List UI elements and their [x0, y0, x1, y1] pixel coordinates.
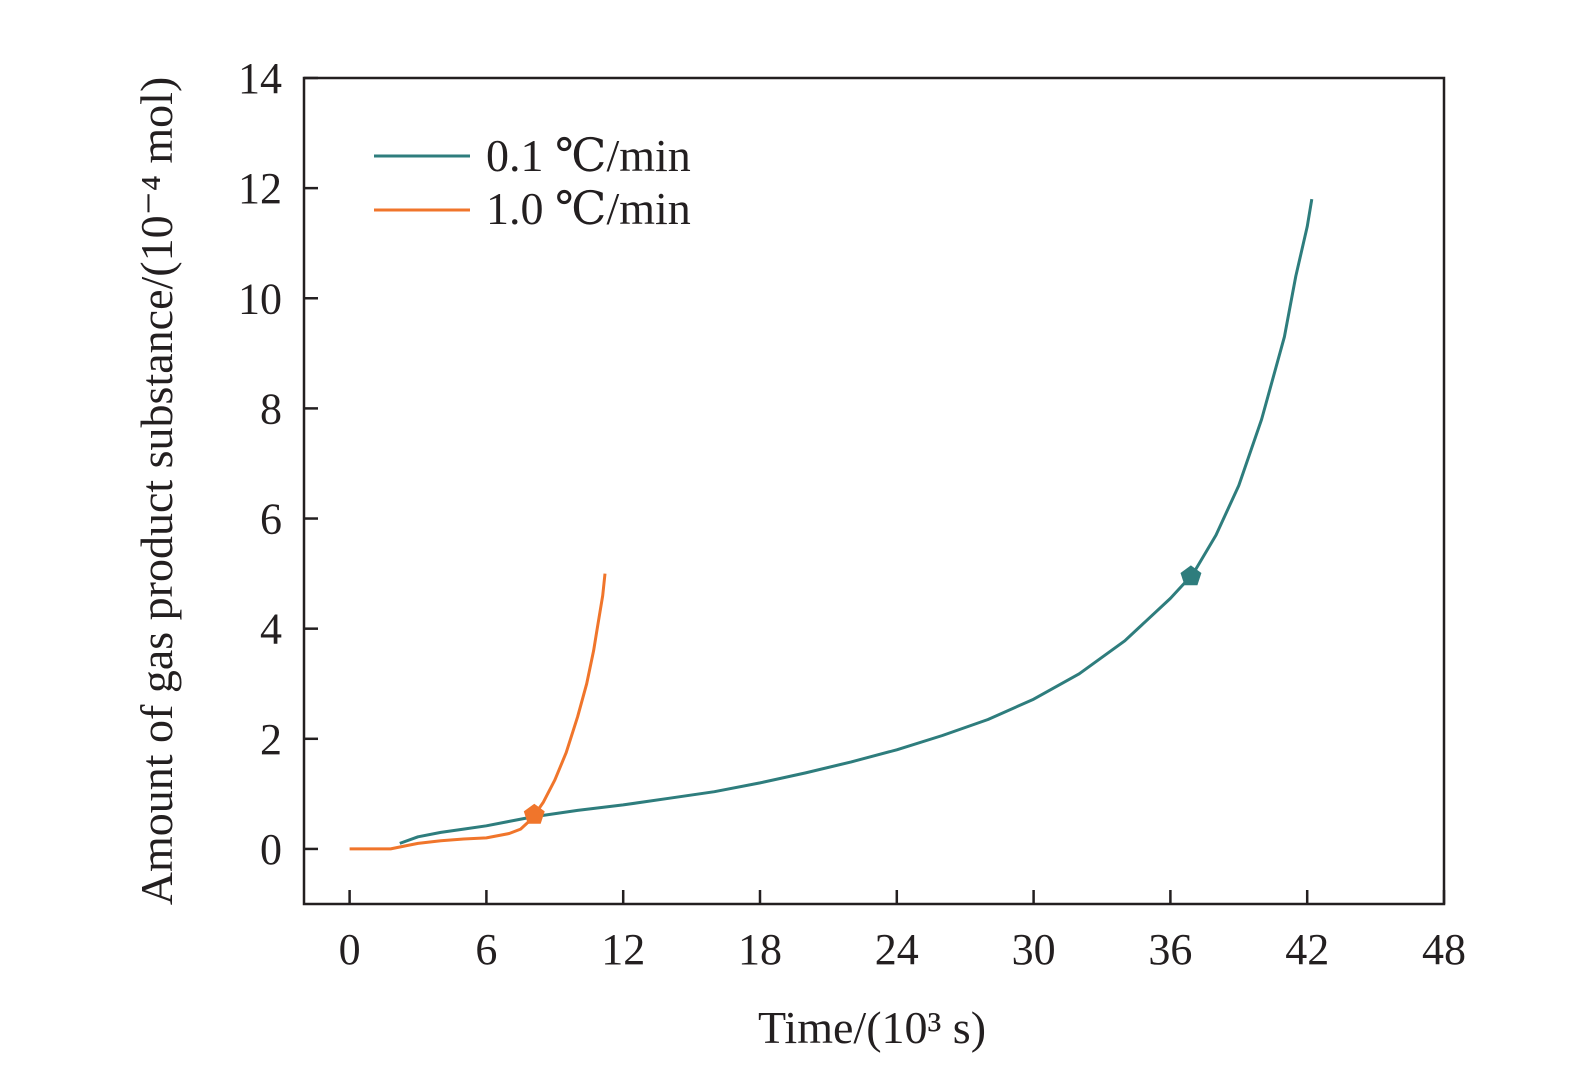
marker-layer: [523, 565, 1202, 824]
y-tick-label: 12: [238, 164, 282, 213]
y-tick-label: 6: [260, 495, 282, 544]
series-layer: [349, 198, 1314, 851]
x-tick-label: 6: [475, 925, 497, 974]
legend-label-series-1: 1.0 ℃/min: [486, 183, 691, 234]
x-tick-label: 42: [1285, 925, 1329, 974]
y-tick-label: 14: [238, 54, 282, 103]
x-tick-label: 48: [1422, 925, 1466, 974]
y-tick-label: 0: [260, 825, 282, 874]
y-tick-label: 4: [260, 605, 282, 654]
pentagon-marker: [523, 803, 545, 824]
x-tick-label: 24: [875, 925, 919, 974]
x-tick-label: 18: [738, 925, 782, 974]
pentagon-marker: [1180, 565, 1202, 586]
x-tick-label: 12: [601, 925, 645, 974]
x-axis-title: Time/(10³ s): [758, 1002, 986, 1053]
y-axis-ticks: 0 2 4 6 8 10 12 14: [238, 54, 318, 874]
y-axis-title: Amount of gas product substance/(10⁻⁴ mo…: [131, 77, 182, 906]
series-line-0: [399, 198, 1314, 845]
y-tick-label: 8: [260, 384, 282, 433]
x-tick-label: 30: [1012, 925, 1056, 974]
x-tick-label: 36: [1148, 925, 1192, 974]
y-tick-label: 2: [260, 715, 282, 764]
x-tick-label: 0: [339, 925, 361, 974]
legend: 0.1 ℃/min 1.0 ℃/min: [374, 130, 691, 234]
y-tick-label: 10: [238, 274, 282, 323]
x-axis-ticks: 0 6 12 18 24 30 36 42 48: [339, 890, 1466, 974]
legend-label-series-0: 0.1 ℃/min: [486, 130, 691, 181]
plot-frame: [302, 76, 1446, 906]
series-line-1: [349, 573, 607, 851]
